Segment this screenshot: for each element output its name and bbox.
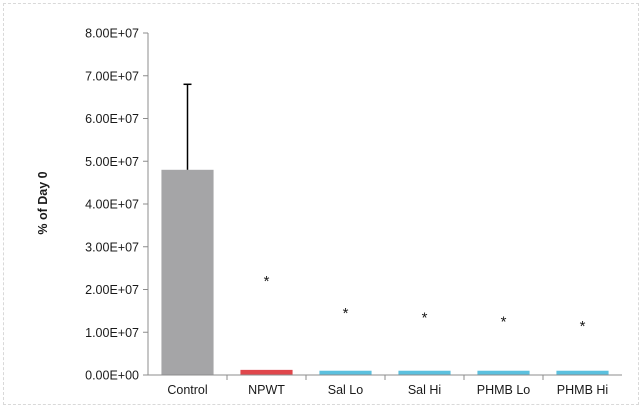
bar-phmb-lo <box>477 370 530 375</box>
y-tick-label: 3.00E+07 <box>85 240 139 254</box>
y-tick-label: 6.00E+07 <box>85 112 139 126</box>
chart-frame <box>3 3 639 405</box>
y-tick-label: 8.00E+07 <box>85 27 139 41</box>
x-tick-label: PHMB Hi <box>557 383 608 397</box>
y-tick-label: 1.00E+07 <box>85 326 139 340</box>
bars: * * * * * <box>161 83 609 375</box>
y-tick-label: 4.00E+07 <box>85 198 139 212</box>
significance-marker: * <box>580 318 586 335</box>
bar-sal-hi <box>398 370 451 375</box>
y-tick-label: 0.00E+00 <box>85 369 139 383</box>
y-axis-label: % of Day 0 <box>36 171 50 234</box>
x-tick-label: Control <box>167 383 207 397</box>
significance-marker: * <box>264 273 270 290</box>
y-tick-label: 7.00E+07 <box>85 69 139 83</box>
y-axis: 0.00E+00 1.00E+07 2.00E+07 3.00E+07 4.00E+07… <box>85 27 149 383</box>
y-tick-label: 5.00E+07 <box>85 155 139 169</box>
significance-marker: * <box>422 309 428 326</box>
significance-marker: * <box>501 314 507 331</box>
x-tick-label: PHMB Lo <box>477 383 531 397</box>
x-tick-label: Sal Hi <box>408 383 441 397</box>
bar-control <box>161 169 214 375</box>
bar-sal-lo <box>319 370 372 375</box>
bar-phmb-hi <box>556 370 609 375</box>
x-tick-label: NPWT <box>248 383 285 397</box>
x-tick-label: Sal Lo <box>328 383 363 397</box>
y-tick-label: 2.00E+07 <box>85 283 139 297</box>
x-axis: Control NPWT Sal Lo Sal Hi PHMB Lo PHMB Hi <box>148 374 622 397</box>
significance-marker: * <box>343 305 349 322</box>
bar-npwt <box>240 369 293 375</box>
